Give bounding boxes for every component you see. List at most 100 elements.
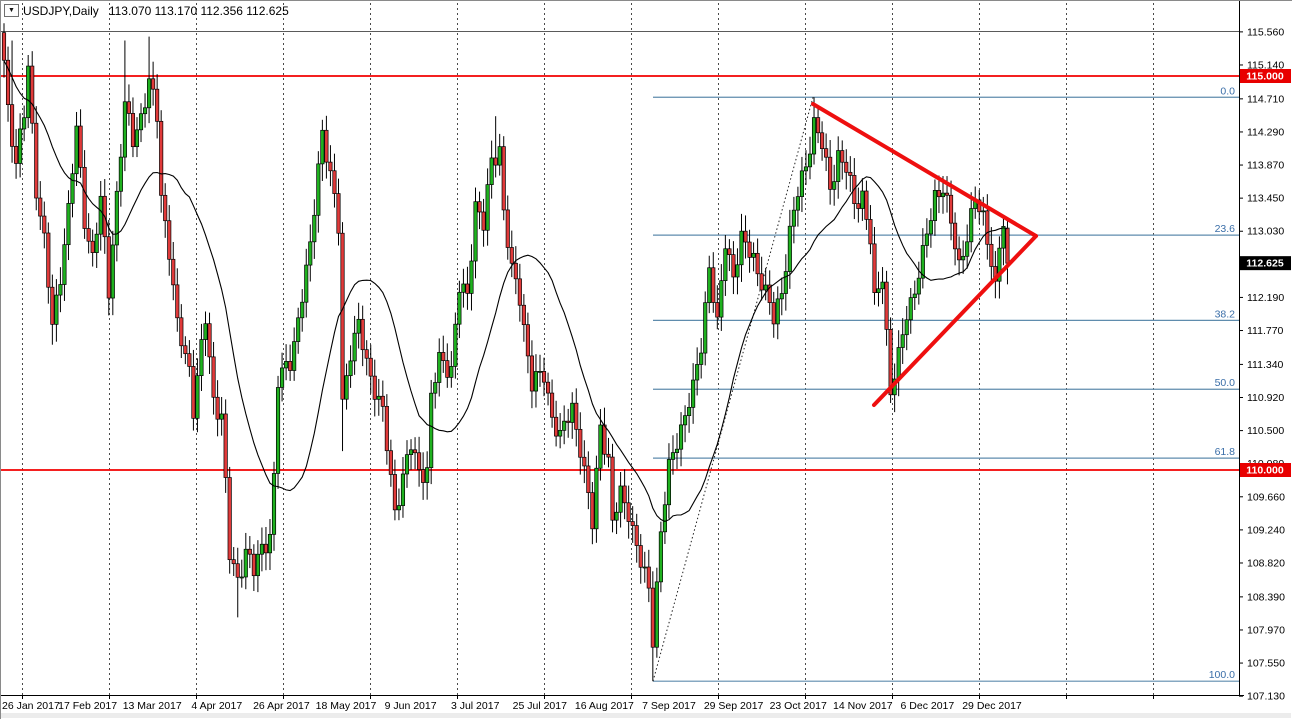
candle-body (590, 492, 595, 530)
candle-body (30, 65, 35, 124)
price-tick-label: 108.820 (1247, 557, 1285, 569)
candle-body (630, 521, 635, 526)
candle-body (461, 283, 466, 293)
price-tag-label: 115.000 (1246, 71, 1284, 83)
candle-body (872, 243, 877, 293)
candle-body (344, 375, 349, 400)
candle-body (509, 247, 514, 264)
candle-body (280, 367, 285, 388)
candle-body (723, 248, 728, 282)
candle-body (271, 473, 277, 535)
candle-body (207, 323, 212, 358)
candle-body (275, 387, 281, 474)
candle-body (255, 553, 260, 577)
fibonacci-retracement[interactable]: 0.0 23.6 38.2 50.0 61.8 100.0 (652, 85, 1239, 682)
date-tick-label: 23 Oct 2017 (770, 700, 827, 712)
date-tick-label: 14 Nov 2017 (833, 700, 893, 712)
candle-body (477, 201, 482, 213)
price-axis[interactable]: 115.560 115.140 114.710 114.290 113.870 113.4… (1239, 26, 1291, 703)
candle-body (932, 190, 937, 221)
candle-body (263, 543, 269, 554)
candle-body (715, 302, 720, 318)
candle-body (767, 284, 772, 303)
candle-body (957, 248, 962, 261)
candle-body (134, 129, 140, 148)
candle-body (574, 402, 579, 430)
candle-body (356, 318, 361, 334)
candle-body (763, 284, 768, 291)
fib-level-label: 100.0 (1209, 669, 1235, 681)
candle-body (691, 379, 696, 408)
candle-body (570, 402, 575, 423)
candle-body (634, 525, 639, 546)
candle-body (50, 286, 55, 325)
candle-body (824, 148, 829, 158)
candle-body (731, 254, 736, 278)
candle-body (336, 193, 341, 234)
symbol-dropdown-button[interactable]: ▼ (4, 4, 19, 17)
candle-body (199, 339, 204, 377)
candle-body (775, 298, 780, 325)
moving-average-line (3, 60, 1008, 523)
date-tick-label: 16 Aug 2017 (575, 700, 634, 712)
candle-body (743, 230, 748, 243)
candle-body (920, 245, 925, 279)
date-tick-label: 4 Apr 2017 (191, 700, 242, 712)
candle-body (900, 334, 905, 348)
candle-body (98, 195, 103, 235)
fib-level-label: 23.6 (1215, 223, 1236, 235)
candle-body (610, 456, 615, 521)
candle-body (247, 548, 252, 555)
candle-body (820, 132, 825, 149)
candle-body (626, 502, 631, 522)
candle-body (429, 392, 434, 468)
candle-body (183, 345, 188, 355)
candle-body (985, 210, 990, 245)
candle-body (868, 219, 873, 245)
window-bottom-strip (1, 713, 1291, 718)
price-tag: 115.000 (1240, 69, 1291, 83)
chart-titlebar: ▼ USDJPY,Daily 113.070 113.170 112.356 11… (1, 1, 1291, 31)
candle-body (953, 222, 958, 250)
candles (1, 32, 1010, 648)
price-tick-label: 110.500 (1247, 425, 1284, 437)
candle-body (618, 485, 623, 513)
price-tick-label: 114.710 (1247, 93, 1284, 105)
candle-body (219, 413, 224, 420)
candle-body (58, 284, 63, 296)
candle-body (42, 215, 47, 234)
candle-body (235, 563, 240, 578)
price-tick-label: 114.290 (1247, 126, 1284, 138)
fib-level-label: 38.2 (1215, 308, 1236, 320)
fib-level-label: 50.0 (1215, 377, 1236, 389)
candle-body (267, 534, 273, 554)
price-tag: 112.625 (1240, 256, 1291, 271)
candle-body (175, 284, 180, 319)
candle-body (602, 424, 607, 455)
candle-body (110, 244, 115, 299)
triangle-trendline[interactable] (872, 234, 1038, 407)
candle-body (961, 255, 966, 261)
triangle-trendline[interactable] (811, 102, 1038, 238)
candle-body (751, 252, 756, 258)
candle-body (284, 361, 289, 369)
candle-body (811, 117, 817, 155)
candle-body (554, 416, 559, 437)
triangle-pattern[interactable] (811, 102, 1038, 407)
candle-body (771, 302, 776, 325)
candle-body (876, 288, 881, 293)
candle-body (816, 117, 821, 134)
candle-body (66, 203, 71, 246)
date-tick-label: 9 Jun 2017 (385, 700, 437, 712)
candle-body (727, 248, 732, 256)
candle-body (380, 395, 385, 407)
candle-body (747, 241, 752, 258)
candle-body (251, 553, 256, 577)
candle-body (288, 361, 293, 371)
price-tick-label: 111.770 (1247, 325, 1284, 337)
candle-body (759, 273, 764, 291)
candle-body (300, 301, 305, 319)
candle-body (360, 318, 365, 351)
